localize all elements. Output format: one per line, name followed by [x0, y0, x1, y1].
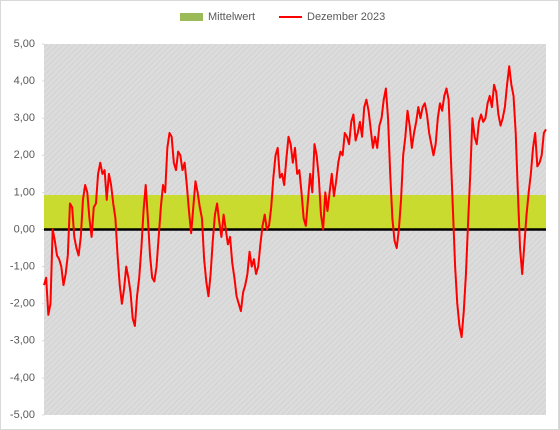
y-tick-label: -4,00 — [10, 372, 35, 384]
y-tick-label: 3,00 — [14, 112, 35, 124]
y-tick-label: -2,00 — [10, 298, 35, 310]
y-tick-label: -3,00 — [10, 335, 35, 347]
legend-swatch — [180, 13, 203, 21]
mean-band — [44, 194, 546, 230]
y-tick-label: -5,00 — [10, 409, 35, 421]
y-tick-label: 0,00 — [14, 223, 35, 235]
y-tick-label: 1,00 — [14, 186, 35, 198]
y-tick-label: 2,00 — [14, 149, 35, 161]
legend-label: Dezember 2023 — [307, 11, 385, 23]
y-tick-label: 5,00 — [14, 38, 35, 50]
y-tick-label: 4,00 — [14, 75, 35, 87]
y-tick-label: -1,00 — [10, 261, 35, 273]
data-line — [43, 65, 547, 339]
legend-label: Mittelwert — [208, 11, 255, 23]
legend: Mittelwert Dezember 2023 — [180, 11, 385, 23]
